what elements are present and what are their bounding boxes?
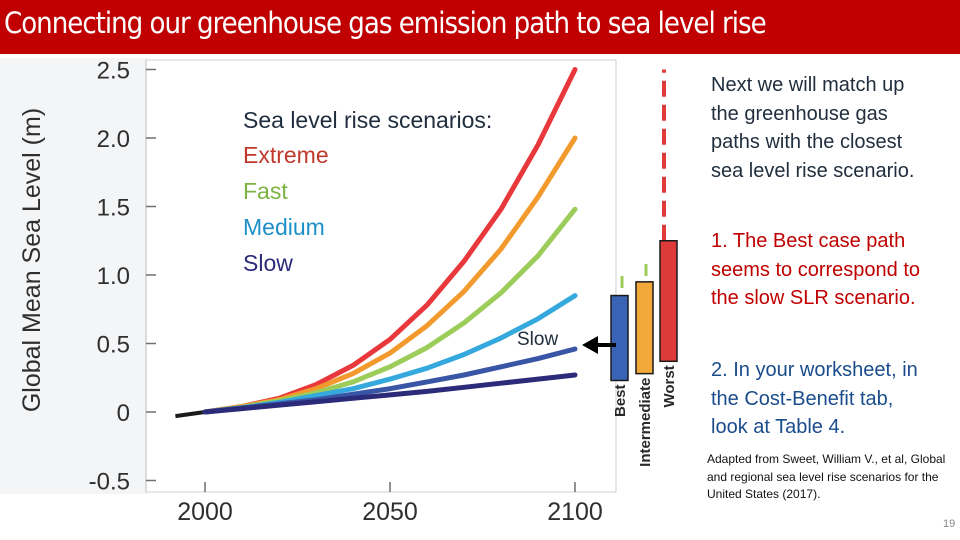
y-axis-label: Global Mean Sea Level (m) (18, 108, 46, 412)
y-tick-label: 2.5 (97, 58, 130, 85)
left-axis-strip (0, 58, 148, 494)
citation: Adapted from Sweet, William V., et al, G… (707, 452, 946, 501)
step1-text: 1. The Best case path seems to correspon… (711, 230, 920, 309)
x-tick-label: 2050 (362, 498, 418, 526)
range-bar-label: Intermediate (637, 378, 654, 467)
intro-text: Next we will match up the greenhouse gas… (711, 74, 915, 182)
title-bar: Connecting our greenhouse gas emission p… (0, 0, 960, 54)
y-tick-label: -0.5 (89, 469, 130, 496)
observed-line (175, 410, 206, 419)
x-ticks: 2000 2050 2100 (177, 482, 603, 526)
y-tick-label: 1.5 (97, 195, 130, 222)
plot-area (145, 59, 617, 493)
range-bar-worst (659, 240, 678, 363)
x-tick-label: 2100 (547, 498, 603, 526)
legend: Extreme Fast Medium Slow (243, 142, 329, 276)
range-bar-label: Best (612, 384, 629, 417)
legend-title: Sea level rise scenarios: (243, 107, 492, 133)
range-bars: Best Intermediate Worst (610, 240, 678, 467)
y-tick-label: 0.5 (97, 332, 130, 359)
legend-item-medium: Medium (243, 214, 325, 240)
sea-level-chart: Global Mean Sea Level (m) 2.5 2.0 1.5 1.0 0.… (0, 54, 700, 540)
slow-annotation-label: Slow (517, 329, 558, 350)
range-bar-label: Worst (661, 365, 678, 407)
slow-annotation-arrow (582, 336, 616, 354)
range-bar-best (610, 294, 629, 382)
legend-item-fast: Fast (243, 178, 288, 204)
step2-text: 2. In your worksheet, in the Cost-Benefi… (711, 359, 918, 438)
slide-title: Connecting our greenhouse gas emission p… (4, 6, 767, 40)
series-layer (175, 67, 666, 419)
y-tick-label: 1.0 (97, 263, 130, 290)
legend-item-extreme: Extreme (243, 142, 329, 168)
y-tick-label: 0 (117, 400, 130, 427)
x-tick-label: 2000 (177, 498, 233, 526)
legend-item-slow: Slow (243, 250, 293, 276)
y-ticks: 2.5 2.0 1.5 1.0 0.5 0 -0.5 (89, 58, 156, 496)
range-bar-intermediate (635, 281, 654, 375)
y-tick-label: 2.0 (97, 126, 130, 153)
series-line-slow (202, 372, 578, 415)
page-number: 19 (943, 518, 956, 530)
right-panel: Next we will match up the greenhouse gas… (700, 54, 950, 540)
